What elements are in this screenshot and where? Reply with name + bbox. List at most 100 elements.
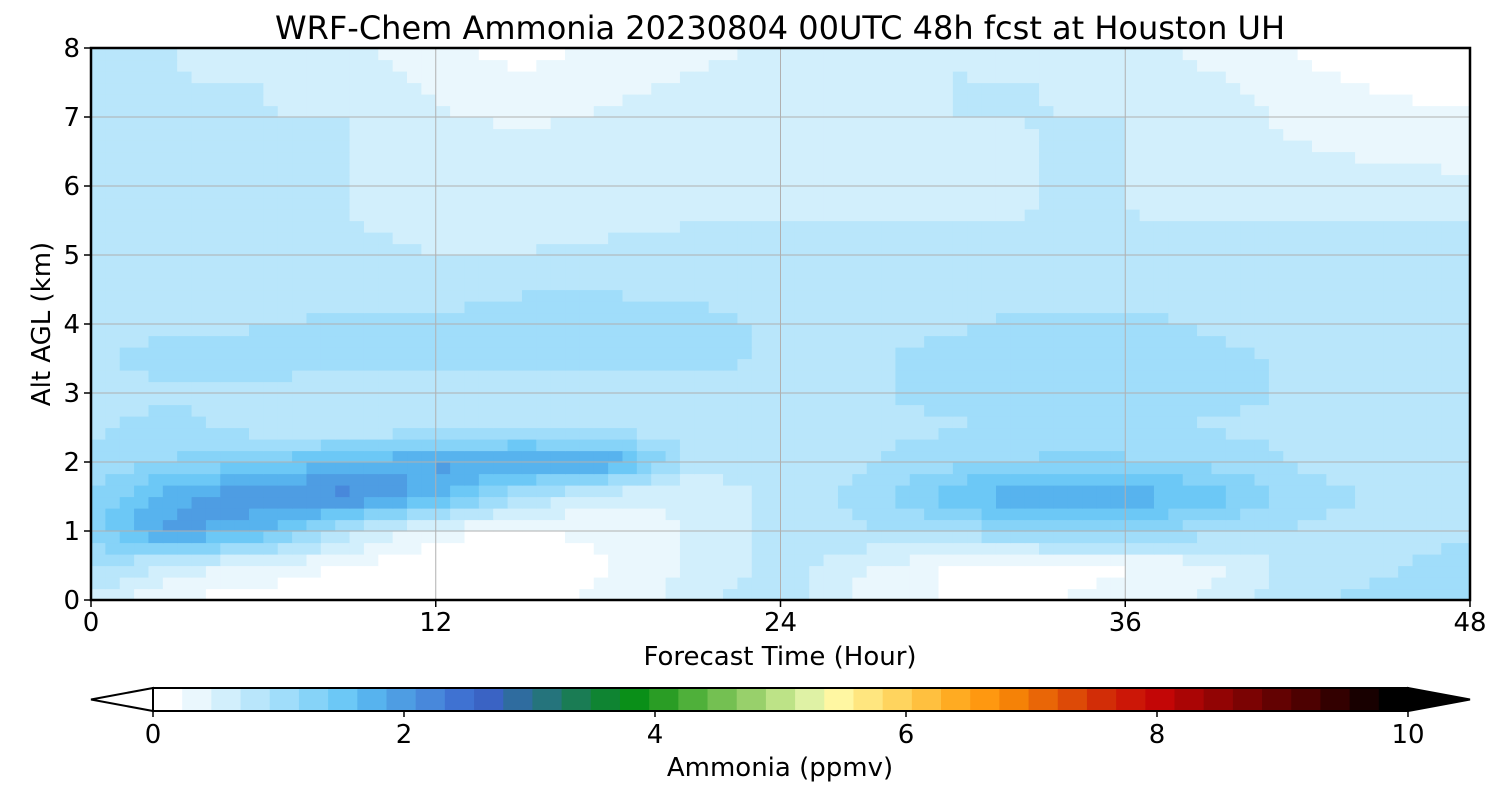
heatmap-cell bbox=[924, 324, 940, 337]
heatmap-cell bbox=[1369, 508, 1385, 521]
heatmap-cell bbox=[1340, 174, 1356, 187]
heatmap-cell bbox=[1240, 439, 1256, 452]
heatmap-cell bbox=[1283, 163, 1299, 176]
heatmap-cell bbox=[766, 439, 782, 452]
heatmap-cell bbox=[220, 370, 236, 383]
heatmap-cell bbox=[220, 531, 236, 544]
heatmap-cell bbox=[565, 358, 580, 371]
heatmap-cell bbox=[565, 324, 580, 337]
heatmap-cell bbox=[1441, 312, 1457, 325]
heatmap-cell bbox=[421, 278, 437, 291]
heatmap-cell bbox=[1182, 48, 1198, 61]
heatmap-cell bbox=[1211, 542, 1227, 555]
heatmap-cell bbox=[837, 48, 853, 61]
heatmap-cell bbox=[622, 59, 638, 72]
heatmap-cell bbox=[1225, 71, 1241, 84]
heatmap-cell bbox=[349, 301, 365, 314]
heatmap-cell bbox=[249, 393, 264, 406]
heatmap-cell bbox=[1082, 565, 1098, 578]
heatmap-cell bbox=[751, 462, 767, 475]
heatmap-cell bbox=[292, 358, 308, 371]
heatmap-cell bbox=[292, 416, 308, 429]
heatmap-cell bbox=[536, 209, 552, 222]
heatmap-cell bbox=[363, 82, 379, 95]
heatmap-cell bbox=[636, 554, 652, 567]
heatmap-cell bbox=[435, 358, 451, 371]
heatmap-cell bbox=[464, 542, 480, 555]
heatmap-cell bbox=[1211, 473, 1227, 486]
heatmap-cell bbox=[1211, 82, 1227, 95]
heatmap-cell bbox=[593, 82, 609, 95]
heatmap-cell bbox=[407, 255, 422, 268]
heatmap-cell bbox=[507, 404, 523, 417]
heatmap-cell bbox=[1268, 473, 1284, 486]
heatmap-cell bbox=[1110, 542, 1126, 555]
heatmap-cell bbox=[1254, 358, 1270, 371]
heatmap-cell bbox=[881, 48, 897, 61]
heatmap-cell bbox=[593, 393, 609, 406]
heatmap-cell bbox=[177, 427, 193, 440]
heatmap-cell bbox=[234, 266, 250, 279]
heatmap-cell bbox=[292, 531, 308, 544]
heatmap-cell bbox=[679, 82, 695, 95]
heatmap-cell bbox=[292, 335, 308, 348]
heatmap-cell bbox=[91, 209, 106, 222]
heatmap-cell bbox=[306, 427, 322, 440]
heatmap-cell bbox=[378, 381, 394, 394]
heatmap-cell bbox=[1455, 312, 1471, 325]
heatmap-cell bbox=[1039, 485, 1055, 498]
heatmap-cell bbox=[1153, 140, 1169, 153]
heatmap-cell bbox=[995, 588, 1011, 601]
heatmap-cell bbox=[148, 94, 164, 107]
heatmap-cell bbox=[191, 220, 207, 233]
heatmap-cell bbox=[1010, 565, 1026, 578]
heatmap-cell bbox=[751, 163, 767, 176]
heatmap-cell bbox=[823, 393, 839, 406]
heatmap-cell bbox=[249, 301, 264, 314]
heatmap-cell bbox=[536, 71, 552, 84]
heatmap-cell bbox=[1297, 94, 1313, 107]
heatmap-cell bbox=[995, 151, 1011, 164]
heatmap-cell bbox=[105, 335, 121, 348]
heatmap-cell bbox=[909, 163, 925, 176]
heatmap-cell bbox=[1139, 255, 1155, 268]
heatmap-cell bbox=[421, 105, 437, 118]
heatmap-cell bbox=[521, 128, 537, 141]
heatmap-cell bbox=[723, 370, 738, 383]
heatmap-cell bbox=[679, 163, 695, 176]
heatmap-cell bbox=[421, 128, 437, 141]
heatmap-cell bbox=[593, 416, 609, 429]
heatmap-cell bbox=[852, 439, 868, 452]
heatmap-cell bbox=[421, 220, 437, 233]
heatmap-cell bbox=[1039, 71, 1055, 84]
heatmap-cell bbox=[565, 59, 580, 72]
heatmap-cell bbox=[1010, 266, 1026, 279]
heatmap-cell bbox=[234, 117, 250, 130]
heatmap-cell bbox=[665, 519, 681, 532]
heatmap-cell bbox=[1082, 301, 1098, 314]
heatmap-cell bbox=[493, 312, 509, 325]
heatmap-cell bbox=[191, 278, 207, 291]
heatmap-cell bbox=[565, 347, 580, 360]
heatmap-cell bbox=[694, 312, 710, 325]
heatmap-cell bbox=[1412, 508, 1428, 521]
heatmap-cell bbox=[378, 278, 394, 291]
heatmap-cell bbox=[909, 232, 925, 245]
heatmap-cell bbox=[1139, 117, 1155, 130]
heatmap-cell bbox=[952, 105, 968, 118]
heatmap-cell bbox=[981, 577, 997, 590]
heatmap-cell bbox=[378, 209, 394, 222]
heatmap-cell bbox=[292, 266, 308, 279]
heatmap-cell bbox=[823, 439, 839, 452]
heatmap-cell bbox=[766, 588, 782, 601]
heatmap-cell bbox=[1340, 485, 1356, 498]
heatmap-cell bbox=[723, 105, 738, 118]
heatmap-cell bbox=[665, 59, 681, 72]
heatmap-cell bbox=[1455, 347, 1471, 360]
heatmap-cell bbox=[1125, 48, 1141, 61]
heatmap-cell bbox=[306, 462, 322, 475]
heatmap-cell bbox=[1283, 450, 1299, 463]
heatmap-cell bbox=[1340, 301, 1356, 314]
heatmap-cell bbox=[493, 508, 509, 521]
heatmap-cell bbox=[177, 255, 193, 268]
